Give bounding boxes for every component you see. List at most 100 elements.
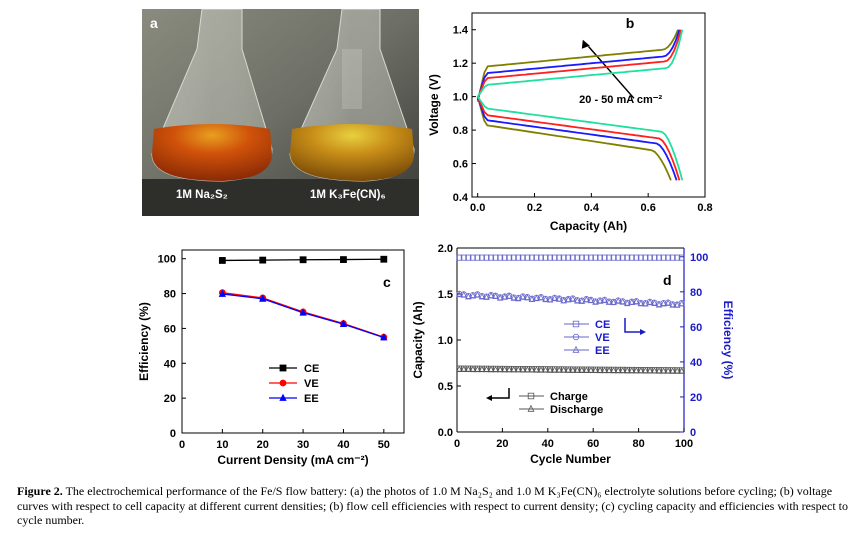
left-axis-arrowhead [486, 395, 492, 401]
point-CE [510, 254, 517, 261]
chart-d: 0 20 40 60 80 100 0.0 0.5 1.0 1.5 2.0 0 20 40 60 80 100 C… [410, 240, 740, 475]
plot-frame [181, 249, 405, 434]
point-EE [339, 319, 348, 327]
legend-label-EE: EE [595, 345, 610, 357]
point-EE [673, 301, 681, 308]
point-CE [299, 256, 307, 264]
x-tick-label: 40 [337, 439, 349, 451]
point-Discharge [633, 366, 640, 374]
legend-marker-VE [572, 333, 580, 341]
legend-marker-Charge [527, 392, 535, 400]
point-CE [340, 256, 347, 263]
legend-label-CE: CE [304, 363, 319, 375]
y-tick-label: 2.0 [438, 243, 453, 255]
point-CE [610, 254, 617, 261]
point-Discharge [564, 366, 572, 373]
point-Discharge [660, 367, 667, 374]
point-EE [633, 297, 640, 305]
y2-tick-label: 20 [690, 392, 702, 404]
point-CE [380, 255, 388, 263]
y2-tick-label: 100 [690, 252, 708, 264]
point-Discharge [474, 365, 481, 373]
point-EE [655, 300, 663, 308]
point-CE [528, 254, 535, 261]
point-Discharge [492, 365, 499, 373]
x-tick-label: 80 [632, 438, 644, 450]
point-Discharge [574, 366, 581, 373]
point-CE [597, 254, 604, 261]
point-CE [483, 254, 490, 261]
discharge-curve-3 [476, 96, 684, 181]
x-tick-label: 0.6 [641, 202, 656, 214]
point-Discharge [655, 367, 663, 374]
point-EE [474, 291, 481, 298]
discharge-curve-1 [476, 96, 678, 181]
y2-tick-label: 60 [690, 322, 702, 334]
y-tick-label: 1.0 [453, 92, 468, 104]
point-Discharge [496, 365, 504, 373]
point-EE [660, 299, 667, 307]
point-Discharge [483, 365, 490, 373]
point-EE [624, 299, 631, 307]
x-tick-label: 0.8 [697, 202, 712, 214]
legend-marker-EE [279, 393, 287, 401]
y-tick-label: 0.5 [438, 381, 453, 393]
series-line-EE [222, 293, 385, 339]
panel-a-photo: a 1M Na₂S₂ 1M K₃Fe(CN)₆ [142, 8, 419, 216]
y-tick-label: 0.0 [438, 427, 453, 439]
point-Discharge [524, 366, 531, 373]
x-tick-label: 20 [257, 439, 269, 451]
point-EE [610, 298, 617, 306]
point-EE [515, 294, 522, 302]
point-Discharge [637, 366, 645, 374]
chart-b: 0.0 0.2 0.4 0.6 0.8 0.4 0.6 0.8 1.0 1.2 1.4 Capacit… [425, 5, 715, 235]
y-axis-label: Efficiency (%) [137, 302, 151, 381]
figure-caption: Figure 2. The electrochemical performanc… [17, 484, 855, 528]
charge-curve-0 [476, 29, 679, 102]
point-Discharge [478, 365, 486, 373]
point-EE [487, 291, 495, 299]
x-tick-label: 40 [542, 438, 554, 450]
point-EE [380, 333, 388, 341]
point-EE [560, 296, 567, 304]
point-CE [619, 254, 626, 261]
point-EE [601, 296, 608, 304]
point-CE [519, 254, 526, 261]
point-EE [574, 297, 581, 304]
x-tick-label: 0.2 [527, 202, 542, 214]
point-CE [560, 254, 567, 261]
point-CE [542, 254, 549, 261]
point-EE [259, 294, 267, 302]
point-Discharge [519, 365, 527, 373]
legend-label-VE: VE [595, 332, 610, 344]
point-Discharge [651, 367, 658, 374]
point-Discharge [501, 365, 508, 373]
point-EE [492, 292, 499, 300]
point-CE [218, 257, 226, 264]
y-tick-label: 80 [164, 289, 176, 301]
y-tick-label: 100 [158, 254, 176, 266]
point-Discharge [624, 366, 631, 374]
point-Discharge [587, 366, 595, 374]
label-k3fecn6: 1M K₃Fe(CN)₆ [310, 189, 386, 201]
point-EE [587, 296, 595, 304]
point-EE [505, 292, 513, 300]
point-Discharge [537, 366, 545, 373]
point-CE [646, 254, 653, 261]
point-CE [497, 254, 504, 261]
legend-marker-CE [279, 364, 287, 372]
point-EE [546, 296, 554, 303]
flask-photo [142, 8, 419, 216]
point-CE [569, 254, 576, 261]
chart-d-svg: 0 20 40 60 80 100 0.0 0.5 1.0 1.5 2.0 0 20 40 60 80 100 C… [411, 243, 735, 466]
point-EE [669, 301, 676, 308]
point-Discharge [592, 366, 599, 374]
panel-letter: d [663, 272, 672, 288]
point-Discharge [551, 366, 558, 373]
point-CE [642, 254, 649, 261]
x-tick-label: 0.4 [584, 202, 600, 214]
point-Discharge [669, 367, 676, 374]
legend-label-VE: VE [304, 378, 319, 390]
x-axis-label: Capacity (Ah) [550, 219, 627, 233]
point-CE [537, 254, 544, 261]
